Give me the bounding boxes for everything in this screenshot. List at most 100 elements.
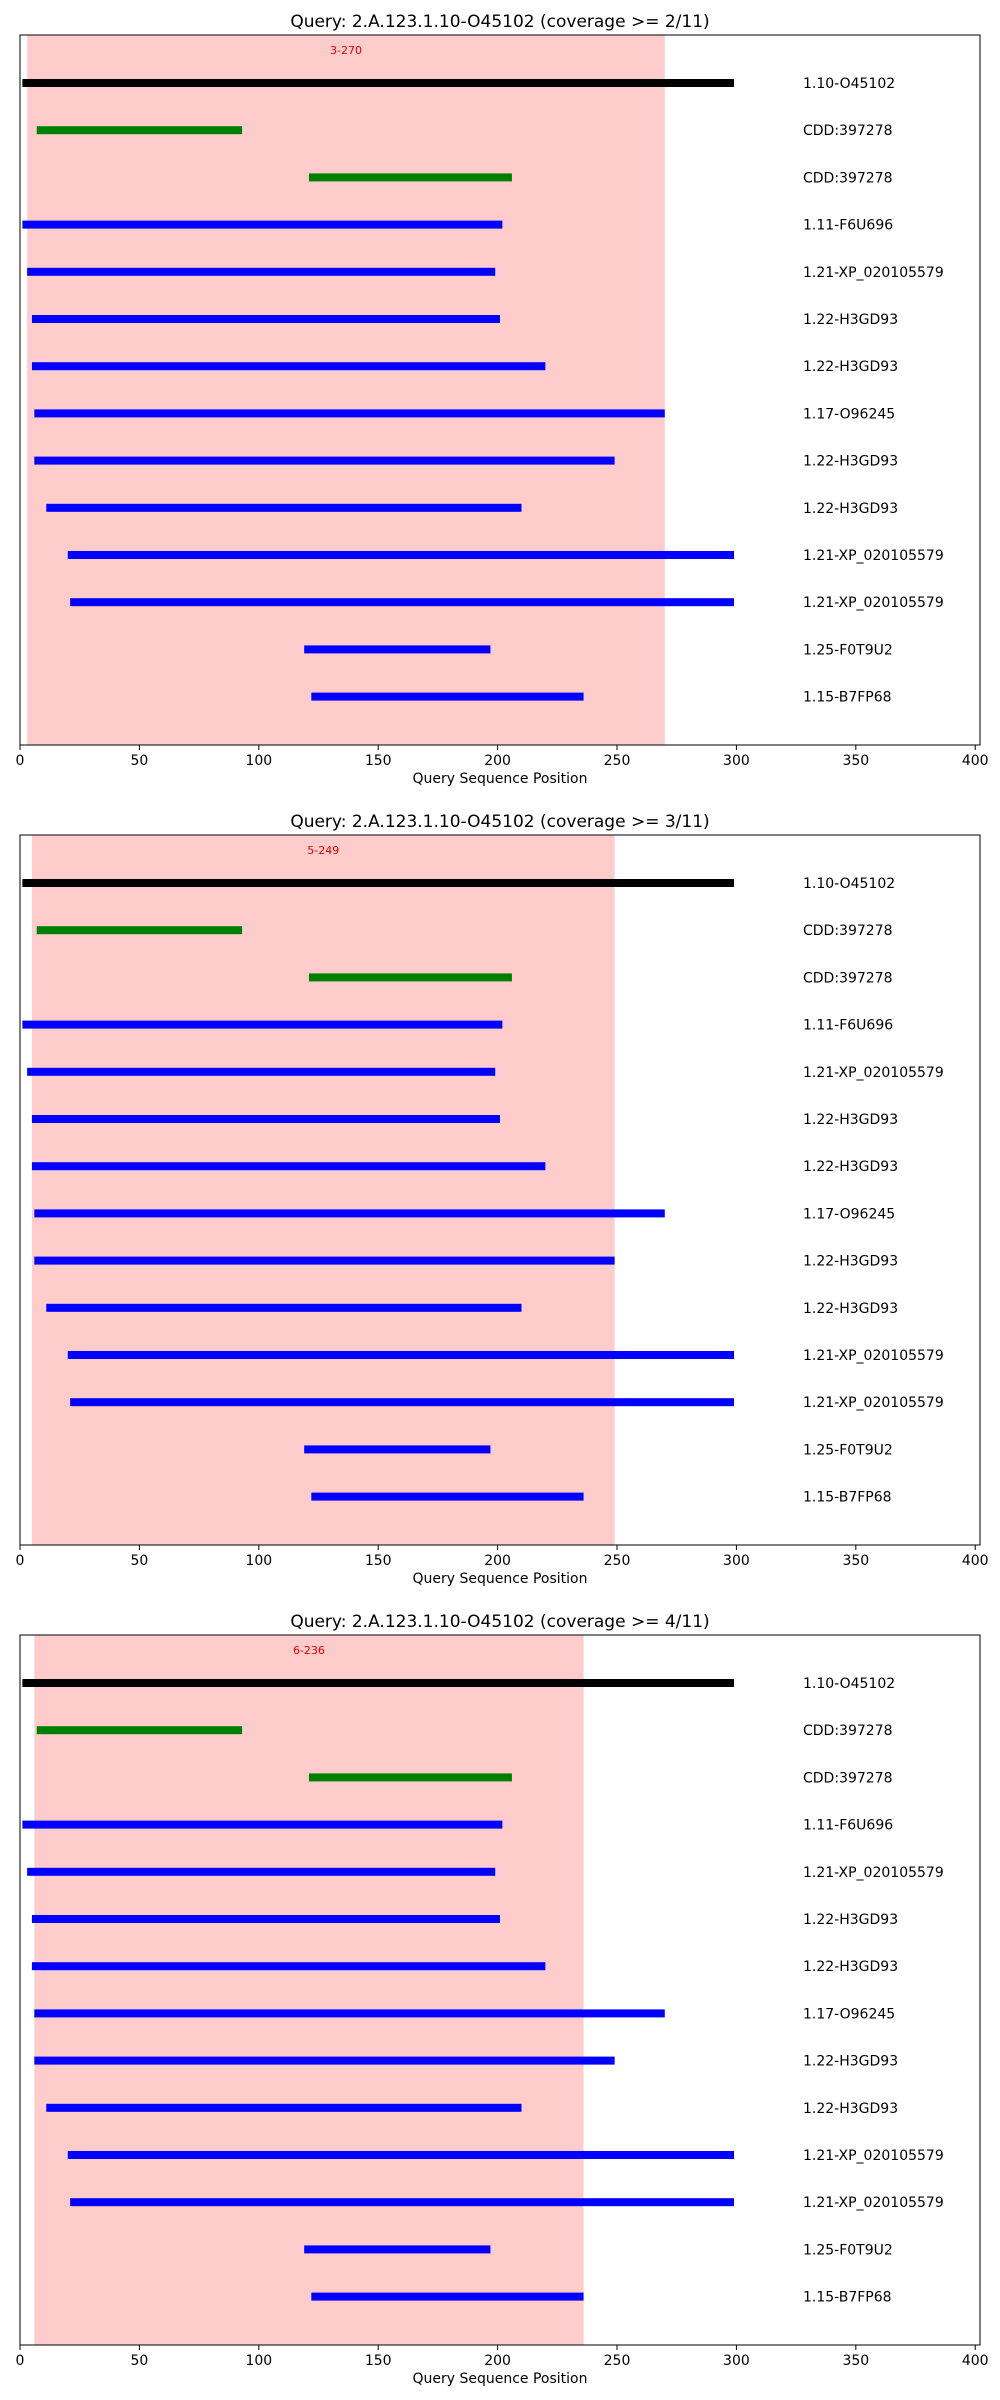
- segment-bar: [22, 1679, 735, 1687]
- x-tick-label: 150: [365, 2353, 392, 2369]
- segment-bar: [27, 267, 496, 276]
- segment-label: CDD:397278: [803, 1770, 893, 1786]
- segment-label: 1.17-O96245: [803, 406, 895, 422]
- segment-bar: [22, 79, 735, 87]
- segment-bar: [304, 1445, 491, 1454]
- x-tick-label: 100: [245, 1553, 272, 1569]
- segment-label: 1.21-XP_020105579: [803, 548, 944, 564]
- x-axis-label: Query Sequence Position: [412, 771, 587, 787]
- x-tick-label: 400: [962, 753, 989, 769]
- segment-bar: [308, 173, 512, 182]
- segment-label: 1.22-H3GD93: [803, 1301, 898, 1317]
- x-tick-label: 400: [962, 2353, 989, 2369]
- segment-bar: [27, 1867, 496, 1876]
- segment-bar: [67, 551, 735, 559]
- axes-frame: [19, 1634, 981, 2346]
- segment-label: CDD:397278: [803, 170, 893, 186]
- segment-label: 1.10-O45102: [803, 1676, 895, 1692]
- segment-label: 1.21-XP_020105579: [803, 1865, 944, 1881]
- axes-frame: [19, 834, 981, 1546]
- segment-label: 1.10-O45102: [803, 876, 895, 892]
- segment-bar: [67, 2151, 735, 2159]
- x-tick-label: 350: [842, 753, 869, 769]
- segment-label: 1.22-H3GD93: [803, 1112, 898, 1128]
- segment-label: 1.25-F0T9U2: [803, 642, 893, 658]
- highlight-region: [31, 835, 615, 1545]
- segment-bar: [311, 1492, 584, 1501]
- x-tick-label: 50: [130, 753, 148, 769]
- segment-label: 1.22-H3GD93: [803, 454, 898, 470]
- segment-label: 1.17-O96245: [803, 1206, 895, 1222]
- segment-label: 1.11-F6U696: [803, 1818, 893, 1834]
- segment-bar: [36, 926, 243, 935]
- chart-title: Query: 2.A.123.1.10-O45102 (coverage >= …: [290, 812, 709, 832]
- segment-bar: [36, 1726, 243, 1735]
- segment-bar: [22, 1020, 503, 1029]
- x-tick-label: 0: [16, 2353, 25, 2369]
- segment-bar: [311, 2292, 584, 2301]
- segment-label: 1.15-B7FP68: [803, 2290, 892, 2306]
- segment-bar: [31, 1915, 500, 1923]
- segment-label: 1.25-F0T9U2: [803, 2242, 893, 2258]
- segment-bar: [46, 503, 522, 512]
- x-tick-label: 300: [723, 753, 750, 769]
- segment-label: CDD:397278: [803, 970, 893, 986]
- segment-label: CDD:397278: [803, 123, 893, 139]
- segment-label: 1.22-H3GD93: [803, 1959, 898, 1975]
- chart-panel: 5-249 1.10-O45102 CDD:397278 CDD:397278 1.11…: [16, 812, 989, 1587]
- segment-bar: [27, 1067, 496, 1076]
- x-axis-label: Query Sequence Position: [412, 2371, 587, 2387]
- segment-bar: [31, 1962, 546, 1971]
- axes-frame: [19, 34, 981, 746]
- segment-bar: [304, 645, 491, 654]
- segment-bar: [22, 220, 503, 229]
- segment-bar: [31, 1162, 546, 1171]
- highlight-region: [34, 1635, 584, 2345]
- x-tick-label: 200: [484, 1553, 511, 1569]
- x-tick-label: 0: [16, 1553, 25, 1569]
- x-tick-label: 200: [484, 2353, 511, 2369]
- x-tick-label: 0: [16, 753, 25, 769]
- segment-label: CDD:397278: [803, 923, 893, 939]
- segment-label: 1.22-H3GD93: [803, 312, 898, 328]
- segment-label: 1.15-B7FP68: [803, 690, 892, 706]
- segment-bar: [308, 973, 512, 982]
- x-tick-label: 400: [962, 1553, 989, 1569]
- segment-bar: [34, 2056, 615, 2065]
- segment-label: 1.21-XP_020105579: [803, 1395, 944, 1411]
- x-tick-label: 350: [842, 2353, 869, 2369]
- x-tick-label: 50: [130, 1553, 148, 1569]
- highlight-region-label: 5-249: [307, 844, 339, 857]
- x-tick-label: 100: [245, 2353, 272, 2369]
- x-tick-label: 100: [245, 753, 272, 769]
- x-tick-label: 300: [723, 1553, 750, 1569]
- segment-label: 1.21-XP_020105579: [803, 2148, 944, 2164]
- segment-bar: [46, 1303, 522, 1312]
- segment-bar: [34, 2009, 665, 2018]
- x-tick-label: 150: [365, 753, 392, 769]
- chart-title: Query: 2.A.123.1.10-O45102 (coverage >= …: [290, 12, 709, 32]
- segment-label: 1.21-XP_020105579: [803, 1065, 944, 1081]
- highlight-region: [27, 35, 665, 745]
- segment-bar: [31, 315, 500, 323]
- segment-label: 1.11-F6U696: [803, 1018, 893, 1034]
- segment-label: 1.21-XP_020105579: [803, 265, 944, 281]
- highlight-region-label: 6-236: [293, 1644, 325, 1657]
- segment-label: CDD:397278: [803, 1723, 893, 1739]
- chart-panel: 6-236 1.10-O45102 CDD:397278 CDD:397278 1.11…: [16, 1612, 989, 2387]
- segment-bar: [34, 1256, 615, 1265]
- segment-bar: [22, 879, 735, 887]
- segment-label: 1.21-XP_020105579: [803, 595, 944, 611]
- segment-bar: [22, 1820, 503, 1829]
- segment-bar: [70, 598, 735, 607]
- x-tick-label: 200: [484, 753, 511, 769]
- segment-label: 1.22-H3GD93: [803, 359, 898, 375]
- segment-label: 1.22-H3GD93: [803, 1159, 898, 1175]
- segment-bar: [311, 692, 584, 701]
- segment-bar: [36, 126, 243, 135]
- segment-bar: [31, 362, 546, 371]
- segment-label: 1.22-H3GD93: [803, 1254, 898, 1270]
- segment-label: 1.25-F0T9U2: [803, 1442, 893, 1458]
- segment-label: 1.22-H3GD93: [803, 1912, 898, 1928]
